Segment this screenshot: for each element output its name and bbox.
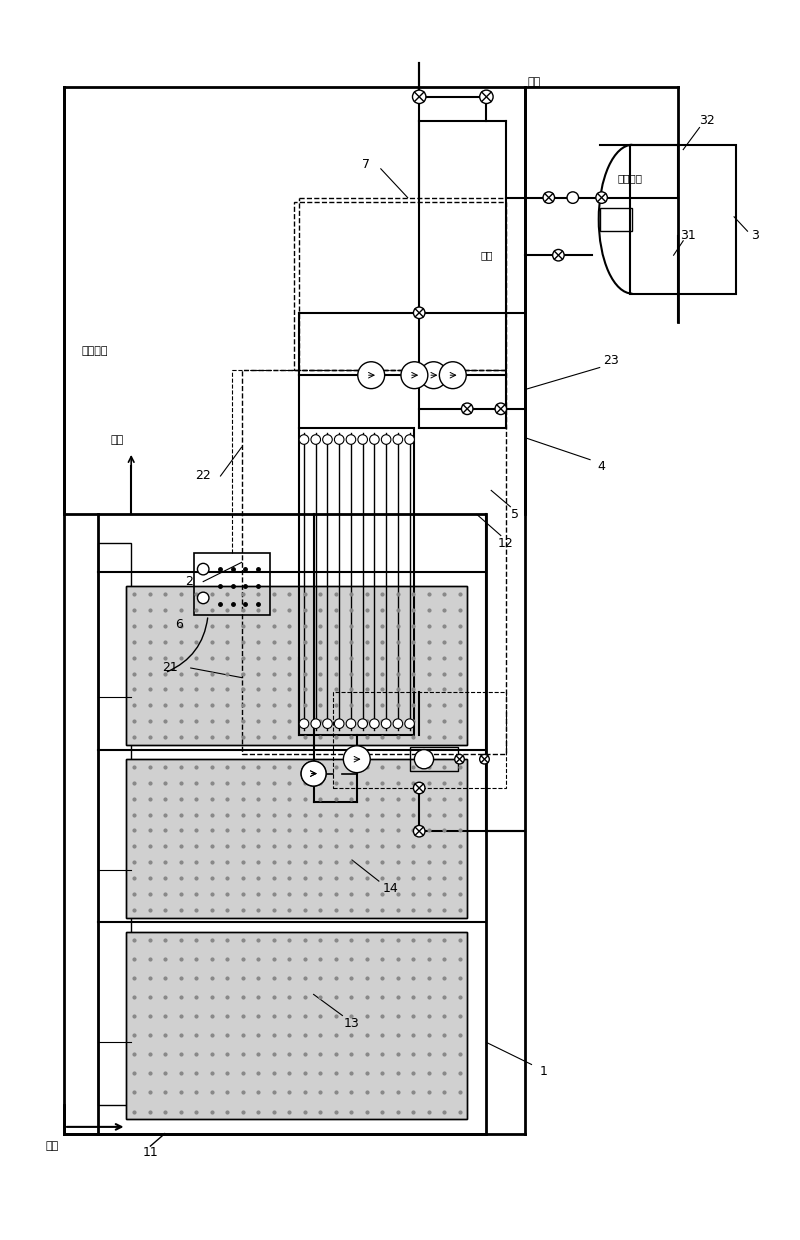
Bar (242, 371, 506, 754)
Circle shape (322, 719, 332, 728)
Circle shape (462, 403, 473, 414)
Circle shape (414, 782, 425, 794)
Circle shape (299, 719, 309, 728)
Bar (630, 145, 736, 294)
Text: 4: 4 (598, 460, 606, 472)
Circle shape (480, 754, 490, 764)
Circle shape (495, 403, 506, 414)
Text: 沼气: 沼气 (110, 434, 123, 444)
Circle shape (343, 745, 370, 773)
Circle shape (596, 192, 607, 203)
Circle shape (439, 362, 466, 388)
Text: 清洗循环: 清洗循环 (618, 174, 643, 184)
Text: 31: 31 (680, 229, 696, 243)
Text: 3: 3 (751, 229, 759, 243)
Bar (98, 543, 131, 1105)
Bar (299, 428, 414, 735)
Circle shape (414, 308, 425, 319)
Circle shape (413, 91, 426, 103)
Circle shape (198, 593, 209, 604)
Circle shape (393, 719, 402, 728)
Circle shape (393, 435, 402, 444)
Circle shape (405, 435, 414, 444)
Bar (98, 515, 486, 1133)
Text: 厌氧折流: 厌氧折流 (82, 346, 108, 356)
Text: 22: 22 (195, 470, 211, 482)
Circle shape (405, 719, 414, 728)
Circle shape (346, 719, 356, 728)
Circle shape (311, 435, 321, 444)
Bar (194, 553, 270, 615)
Text: 12: 12 (498, 537, 514, 549)
Circle shape (414, 826, 425, 837)
Circle shape (414, 750, 434, 769)
Text: 14: 14 (382, 883, 398, 895)
Text: 23: 23 (603, 355, 619, 367)
Circle shape (401, 362, 428, 388)
Circle shape (311, 719, 321, 728)
Text: 1: 1 (540, 1065, 548, 1078)
Bar (410, 746, 458, 771)
Circle shape (454, 754, 464, 764)
Circle shape (370, 719, 379, 728)
Text: 6: 6 (175, 619, 183, 631)
Circle shape (480, 91, 493, 103)
Circle shape (370, 435, 379, 444)
Circle shape (301, 761, 326, 786)
Bar (126, 759, 467, 918)
Circle shape (301, 761, 326, 786)
Bar (126, 932, 467, 1120)
Text: 7: 7 (362, 157, 370, 170)
Circle shape (543, 192, 554, 203)
Bar (126, 932, 467, 1120)
Circle shape (299, 435, 309, 444)
Bar (333, 692, 506, 787)
Bar (126, 587, 467, 745)
Text: 32: 32 (699, 114, 715, 128)
Bar (126, 587, 467, 745)
Circle shape (346, 435, 356, 444)
Circle shape (358, 362, 385, 388)
Bar (600, 207, 632, 231)
Text: 清洁: 清洁 (528, 77, 541, 87)
Bar (294, 202, 506, 371)
Circle shape (382, 435, 391, 444)
Circle shape (553, 249, 564, 260)
Text: 5: 5 (511, 508, 519, 521)
Text: 21: 21 (162, 661, 178, 675)
Circle shape (198, 563, 209, 575)
Text: 11: 11 (142, 1146, 158, 1159)
Text: 2: 2 (185, 575, 193, 588)
Circle shape (358, 435, 367, 444)
Circle shape (322, 435, 332, 444)
Circle shape (567, 192, 578, 203)
Bar (126, 759, 467, 918)
Text: 进水: 进水 (46, 1141, 59, 1151)
Text: 排放: 排放 (480, 250, 493, 260)
Circle shape (358, 719, 367, 728)
Circle shape (334, 719, 344, 728)
Text: 13: 13 (344, 1017, 360, 1029)
Circle shape (334, 435, 344, 444)
Circle shape (420, 362, 447, 388)
Circle shape (382, 719, 391, 728)
